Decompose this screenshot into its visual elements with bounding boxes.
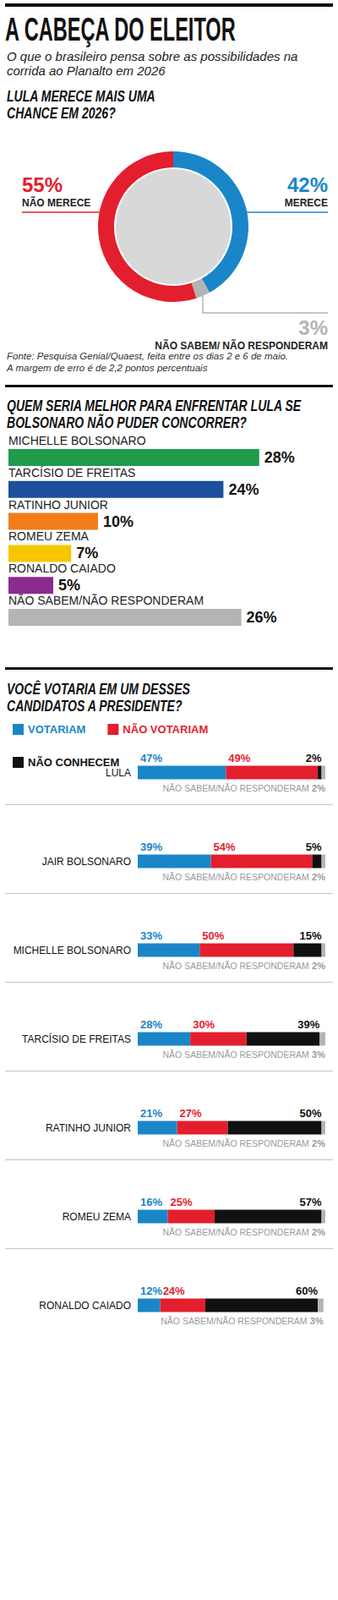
svg-text:50%: 50% xyxy=(201,928,224,942)
svg-text:ROMEU ZEMA: ROMEU ZEMA xyxy=(8,528,90,543)
svg-text:ROMEU ZEMA: ROMEU ZEMA xyxy=(62,1210,131,1222)
svg-text:2%: 2% xyxy=(311,1226,326,1237)
svg-text:NÃO CONHECEM: NÃO CONHECEM xyxy=(27,755,120,769)
svg-text:15%: 15% xyxy=(299,928,322,942)
svg-text:NÃO SABEM/NÃO RESPONDERAM: NÃO SABEM/NÃO RESPONDERAM xyxy=(162,1226,309,1237)
svg-text:27%: 27% xyxy=(179,1106,202,1119)
svg-text:60%: 60% xyxy=(295,1283,318,1297)
svg-text:3%: 3% xyxy=(310,1314,324,1325)
svg-text:TARCÍSIO DE FREITAS: TARCÍSIO DE FREITAS xyxy=(8,465,136,480)
svg-text:RONALDO CAIADO: RONALDO CAIADO xyxy=(38,1298,131,1311)
html-text:A CABEÇA DO ELEITOR: A CABEÇA DO ELEITOR xyxy=(5,11,236,48)
svg-text:NÃO MERECE: NÃO MERECE xyxy=(21,196,91,209)
svg-text:50%: 50% xyxy=(299,1106,322,1119)
svg-text:47%: 47% xyxy=(140,751,163,764)
svg-text:MICHELLE BOLSONARO: MICHELLE BOLSONARO xyxy=(13,943,131,956)
svg-text:NÃO SABEM/NÃO RESPONDERAM: NÃO SABEM/NÃO RESPONDERAM xyxy=(162,782,309,793)
svg-text:55%: 55% xyxy=(21,173,63,197)
svg-text:10%: 10% xyxy=(103,512,134,530)
svg-text:7%: 7% xyxy=(76,544,99,562)
svg-text:NÃO SABEM/NÃO RESPONDERAM: NÃO SABEM/NÃO RESPONDERAM xyxy=(8,593,204,607)
svg-text:21%: 21% xyxy=(140,1106,163,1119)
html-text:LULA MERECE MAIS UMA CHANCE EM: LULA MERECE MAIS UMA CHANCE EM 2026? xyxy=(6,87,155,122)
html-text:A margem de erro é de 2,2 pont: A margem de erro é de 2,2 pontos percent… xyxy=(6,362,208,373)
html-text:Fonte: Pesquisa Genial/Quaest,: Fonte: Pesquisa Genial/Quaest, feita ent… xyxy=(6,350,289,361)
svg-text:NÃO SABEM/ NÃO RESPONDERAM: NÃO SABEM/ NÃO RESPONDERAM xyxy=(154,338,328,352)
svg-text:42%: 42% xyxy=(287,173,328,197)
svg-text:NÃO VOTARIAM: NÃO VOTARIAM xyxy=(122,722,208,736)
svg-text:30%: 30% xyxy=(192,1017,215,1031)
html-text:VOCÊ VOTARIA EM UM DESSES CAND: VOCÊ VOTARIA EM UM DESSES CANDIDATOS A P… xyxy=(6,680,191,715)
svg-text:24%: 24% xyxy=(163,1283,186,1297)
svg-text:24%: 24% xyxy=(228,480,259,498)
svg-text:NÃO SABEM/NÃO RESPONDERAM: NÃO SABEM/NÃO RESPONDERAM xyxy=(162,959,309,971)
svg-text:TARCÍSIO DE FREITAS: TARCÍSIO DE FREITAS xyxy=(21,1031,131,1045)
html-text:QUEM SERIA MELHOR PARA ENFRENT: QUEM SERIA MELHOR PARA ENFRENTAR LULA SE… xyxy=(6,397,301,431)
svg-text:VOTARIAM: VOTARIAM xyxy=(27,722,86,736)
svg-text:RATINHO JUNIOR: RATINHO JUNIOR xyxy=(8,497,109,512)
svg-text:2%: 2% xyxy=(311,959,326,971)
svg-text:2%: 2% xyxy=(311,782,326,793)
svg-text:3%: 3% xyxy=(298,316,328,339)
svg-text:NÃO SABEM/NÃO RESPONDERAM: NÃO SABEM/NÃO RESPONDERAM xyxy=(162,1137,309,1148)
svg-text:16%: 16% xyxy=(140,1194,163,1208)
svg-text:5%: 5% xyxy=(58,576,81,594)
svg-text:5%: 5% xyxy=(305,839,322,853)
html-text:O que o brasileiro pensa sobre: O que o brasileiro pensa sobre as possib… xyxy=(6,49,298,78)
svg-text:54%: 54% xyxy=(213,839,236,853)
svg-text:28%: 28% xyxy=(140,1017,163,1031)
svg-text:57%: 57% xyxy=(299,1194,322,1208)
svg-text:2%: 2% xyxy=(311,1137,326,1148)
svg-text:NÃO SABEM/NÃO RESPONDERAM: NÃO SABEM/NÃO RESPONDERAM xyxy=(162,1048,309,1059)
svg-text:RATINHO JUNIOR: RATINHO JUNIOR xyxy=(45,1121,131,1134)
svg-text:MERECE: MERECE xyxy=(284,196,328,209)
svg-text:49%: 49% xyxy=(228,751,251,764)
svg-text:NÃO SABEM/NÃO RESPONDERAM: NÃO SABEM/NÃO RESPONDERAM xyxy=(160,1314,307,1325)
svg-text:RONALDO CAIADO: RONALDO CAIADO xyxy=(8,561,116,575)
svg-text:LULA: LULA xyxy=(105,765,131,778)
svg-text:2%: 2% xyxy=(305,751,322,764)
svg-text:JAIR BOLSONARO: JAIR BOLSONARO xyxy=(42,855,131,867)
svg-text:28%: 28% xyxy=(264,448,295,466)
svg-text:3%: 3% xyxy=(311,1048,326,1059)
svg-text:39%: 39% xyxy=(297,1017,320,1031)
svg-text:25%: 25% xyxy=(170,1194,193,1208)
svg-text:12%: 12% xyxy=(140,1283,163,1297)
svg-text:33%: 33% xyxy=(140,928,163,942)
svg-text:2%: 2% xyxy=(311,871,326,882)
svg-text:26%: 26% xyxy=(246,608,278,626)
svg-text:39%: 39% xyxy=(140,839,163,853)
svg-text:NÃO SABEM/NÃO RESPONDERAM: NÃO SABEM/NÃO RESPONDERAM xyxy=(162,871,309,882)
svg-text:MICHELLE BOLSONARO: MICHELLE BOLSONARO xyxy=(8,433,147,448)
